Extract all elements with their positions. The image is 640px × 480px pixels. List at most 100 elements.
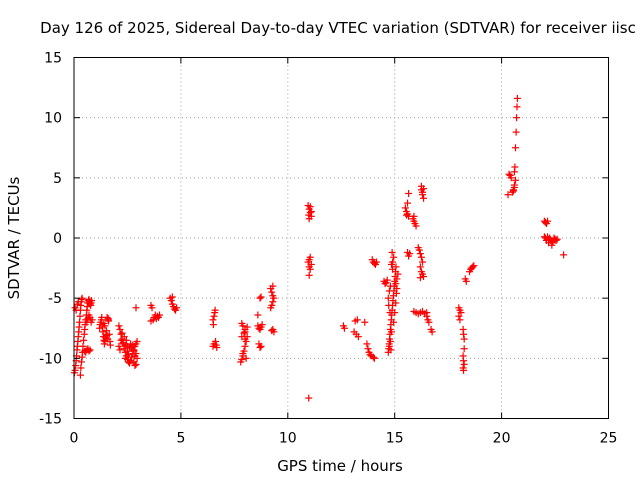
data-point (387, 328, 395, 336)
data-point (512, 128, 520, 136)
data-point (268, 327, 276, 335)
data-point (511, 176, 519, 184)
data-point (423, 309, 431, 317)
data-point (460, 345, 468, 353)
data-point (394, 270, 402, 278)
data-point (415, 246, 423, 254)
data-point (268, 288, 276, 296)
data-point (156, 311, 164, 319)
y-tick-label: 5 (53, 171, 62, 187)
data-point (127, 357, 135, 365)
data-point (416, 263, 424, 271)
data-point (85, 347, 93, 355)
data-point (392, 299, 400, 307)
data-point (242, 354, 250, 362)
data-point (106, 341, 114, 349)
data-point (509, 187, 517, 195)
data-point (511, 163, 519, 171)
data-point (552, 236, 560, 244)
data-point (420, 273, 428, 281)
data-point (385, 342, 393, 350)
data-point (213, 344, 221, 352)
data-point (412, 222, 420, 230)
data-point (116, 325, 124, 333)
x-tick-label: 0 (70, 431, 79, 447)
data-point (241, 342, 249, 350)
data-point (307, 208, 315, 216)
x-axis-label: GPS time / hours (277, 457, 403, 475)
data-point (507, 174, 515, 182)
data-point (239, 350, 247, 358)
data-point (254, 311, 262, 319)
data-point (383, 276, 391, 284)
data-point (238, 319, 246, 327)
data-point (115, 342, 123, 350)
axis-ticks: 0 5 10 15 20 25 -15 -10 -5 0 5 10 15 (39, 51, 617, 447)
data-point (544, 217, 552, 225)
data-point (118, 329, 126, 337)
data-point (88, 316, 96, 324)
data-point (392, 289, 400, 297)
data-point (405, 189, 413, 197)
data-point (77, 364, 85, 372)
data-point (386, 309, 394, 317)
data-point (211, 306, 219, 314)
data-point (470, 262, 478, 270)
data-point (132, 304, 140, 312)
data-point (241, 328, 249, 336)
data-point (269, 282, 277, 290)
data-point (130, 358, 138, 366)
data-point (76, 312, 84, 320)
x-tick-label: 10 (279, 431, 297, 447)
data-point (469, 263, 477, 271)
data-point (428, 328, 436, 336)
data-point (548, 241, 556, 249)
data-point (513, 103, 521, 111)
data-point (390, 253, 398, 261)
y-tick-label: 0 (53, 231, 62, 247)
data-point (504, 191, 512, 199)
x-tick-label: 20 (493, 431, 511, 447)
data-point (417, 253, 425, 261)
data-point (417, 186, 425, 194)
data-point (401, 204, 409, 212)
data-point (76, 371, 84, 379)
data-point (505, 170, 513, 178)
data-point (404, 248, 412, 256)
data-point (209, 321, 217, 329)
data-point (256, 344, 264, 352)
data-points (70, 94, 568, 402)
grid-lines (74, 57, 609, 419)
data-point (258, 321, 266, 329)
data-point (306, 265, 314, 273)
x-tick-label: 5 (176, 431, 185, 447)
data-point (364, 345, 372, 353)
data-point (369, 353, 377, 361)
data-point (115, 322, 123, 330)
data-point (340, 324, 348, 332)
x-tick-label: 15 (386, 431, 404, 447)
data-point (389, 265, 397, 273)
data-point (462, 277, 470, 285)
data-point (74, 298, 82, 306)
data-point (129, 341, 137, 349)
data-point (361, 318, 369, 326)
data-point (305, 211, 313, 219)
data-point (388, 248, 396, 256)
data-point (460, 360, 468, 368)
data-point (147, 317, 155, 325)
data-point (80, 336, 88, 344)
data-point (269, 298, 277, 306)
y-tick-label: -15 (39, 412, 62, 428)
data-point (381, 280, 389, 288)
data-point (460, 357, 468, 365)
chart-title: Day 126 of 2025, Sidereal Day-to-day VTE… (40, 19, 636, 37)
y-tick-label: 15 (44, 51, 62, 67)
data-point (79, 342, 87, 350)
data-point (77, 358, 85, 366)
data-point (354, 333, 362, 341)
data-point (123, 347, 131, 355)
data-point (122, 336, 130, 344)
data-point (353, 316, 361, 324)
data-point (306, 253, 314, 261)
